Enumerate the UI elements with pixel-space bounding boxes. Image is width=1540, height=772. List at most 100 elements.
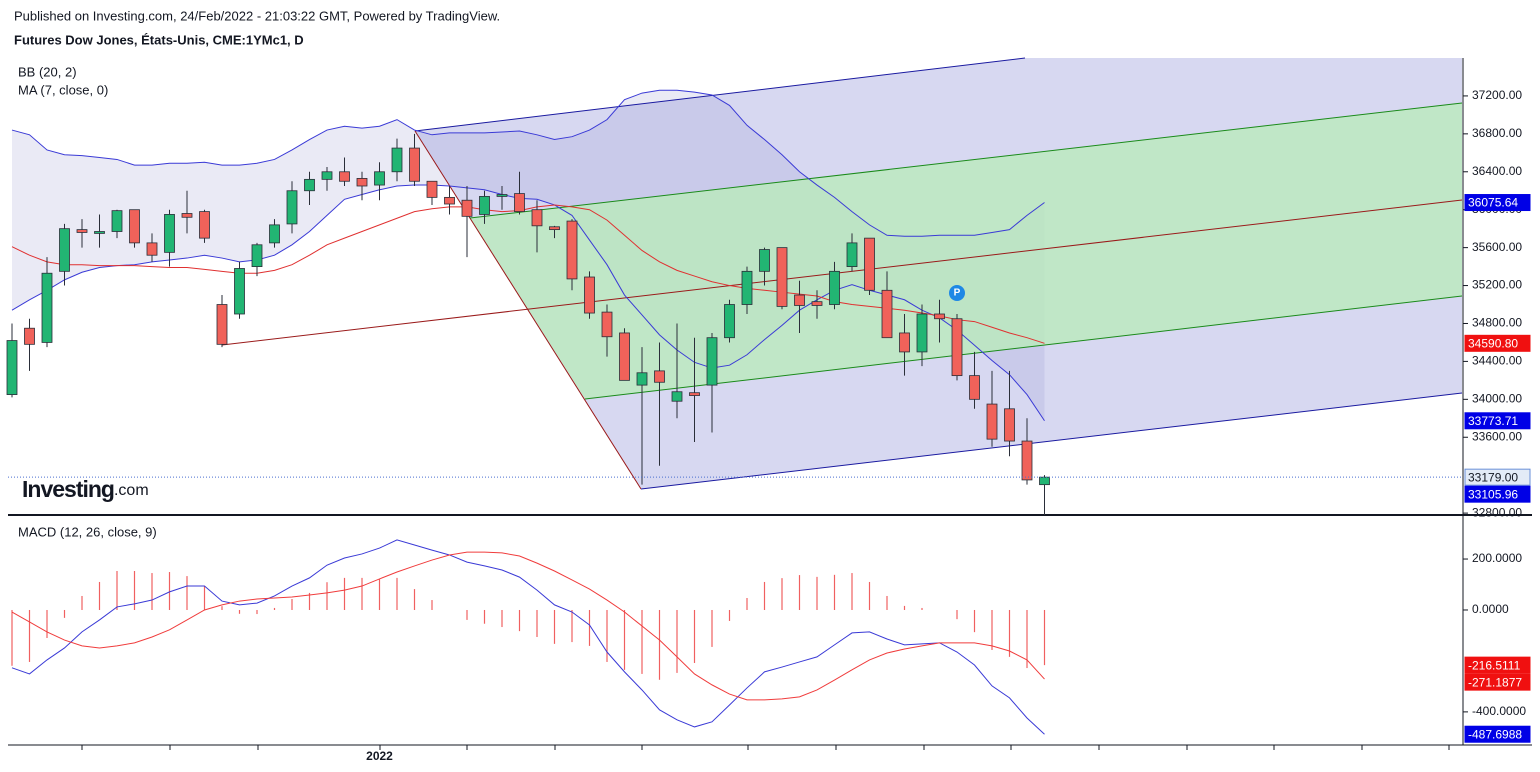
candle-body (444, 196, 455, 205)
candle-body (181, 213, 193, 218)
instrument-title: Futures Dow Jones, États-Unis, CME:1YMc1… (14, 32, 304, 47)
candle-body (94, 231, 105, 234)
candle-body (146, 242, 158, 256)
candle-body (461, 199, 473, 217)
x-axis-ticks (81, 745, 1450, 750)
candle-body (339, 171, 350, 182)
price-tag-label: 33773.71 (1468, 414, 1518, 428)
candle-body (234, 268, 245, 315)
price-tag-label: 33179.00 (1468, 470, 1518, 484)
candle-body (496, 194, 508, 197)
logo-brand: Investing (22, 476, 114, 502)
band-line (11, 89, 1045, 237)
price-tag-label: -271.1877 (1468, 675, 1522, 689)
candle-body (286, 190, 298, 225)
candle-body (724, 304, 735, 339)
candle-body (864, 237, 875, 291)
candle-body (426, 180, 438, 198)
y-tick-label: 34000.00 (1472, 391, 1522, 405)
candle-body (479, 196, 490, 215)
candle-body (969, 375, 980, 400)
indicator-label: MACD (12, 26, close, 9) (18, 524, 157, 539)
y-tick-label: 36800.00 (1472, 126, 1522, 140)
candle-body (1004, 408, 1015, 442)
candle-body (409, 147, 420, 182)
band-fill (12, 90, 1045, 421)
price-tag (1464, 412, 1531, 430)
y-tick-label: 32800.00 (1472, 505, 1522, 519)
y-tick-label: 33600.00 (1472, 429, 1522, 443)
candle-body (76, 229, 88, 233)
candle-body (129, 209, 140, 244)
indicator-label: BB (20, 2) (18, 64, 77, 79)
candle-body (6, 340, 18, 395)
candle-body (269, 224, 280, 244)
candle-body (829, 270, 840, 305)
candle-body (759, 249, 770, 272)
candle-body (741, 270, 753, 305)
candle-body (934, 313, 945, 320)
pitchfork-inner-upper (469, 102, 1463, 219)
candle-body (846, 242, 858, 267)
candle-body (636, 372, 648, 386)
published-note: Published on Investing.com, 24/Feb/2022 … (14, 8, 500, 23)
price-tag-label: 36075.64 (1468, 196, 1518, 210)
candle-body (951, 318, 963, 377)
price-tag (1464, 725, 1531, 743)
band-line (11, 204, 1045, 344)
macd-line (11, 539, 1045, 735)
candle-body (986, 403, 998, 440)
candle-body (216, 304, 228, 345)
marker-icon-label: P (954, 288, 961, 299)
candle-body (374, 171, 385, 186)
y-tick-label: 35600.00 (1472, 240, 1522, 254)
logo: Investing.com (22, 476, 149, 502)
candle-body (689, 392, 700, 396)
candle-body (59, 228, 70, 272)
indicator-label: MA (7, close, 0) (18, 82, 108, 97)
price-tag (1464, 468, 1531, 486)
price-tag (1464, 656, 1531, 674)
y-tick-label: 36400.00 (1472, 164, 1522, 178)
pitchfork-median (221, 199, 1463, 346)
x-tick-label: 2022 (366, 749, 393, 763)
pitchfork-lines (221, 57, 1463, 490)
candle-body (391, 147, 403, 173)
price-tag-label: 34590.80 (1468, 336, 1518, 350)
logo-suffix: .com (114, 482, 149, 499)
price-tag (1464, 673, 1531, 691)
y-tick-label: 35200.00 (1472, 278, 1522, 292)
y-tick-label: 34400.00 (1472, 354, 1522, 368)
candle-body (251, 244, 263, 267)
candle-body (549, 226, 560, 231)
candle-body (304, 178, 315, 192)
candle-body (881, 289, 893, 339)
candle-body (321, 171, 333, 180)
price-tag-label: 33105.96 (1468, 487, 1518, 501)
candle-body (811, 301, 823, 306)
candle-body (41, 272, 53, 343)
y-tick-label: 34800.00 (1472, 316, 1522, 330)
candle-body (794, 294, 805, 306)
price-tag (1464, 334, 1531, 352)
candle-body (706, 337, 718, 386)
candle-body (1039, 476, 1050, 486)
candle-body (671, 391, 683, 402)
candle-body (654, 370, 665, 383)
candle-body (1021, 440, 1033, 481)
pitchfork-upper (414, 57, 1026, 132)
pitchfork-handle (414, 130, 642, 490)
candle-body (199, 211, 210, 239)
candle-body (164, 214, 175, 253)
band-line (11, 184, 1045, 422)
price-tag (1464, 485, 1531, 503)
candle-body (566, 220, 578, 280)
candle-body (601, 311, 613, 338)
candle-body (514, 193, 525, 212)
candle-body (619, 332, 630, 381)
macd-line (11, 551, 1045, 701)
pitchfork-inner-lower (584, 295, 1463, 400)
candle-body (356, 178, 368, 187)
y-tick-label: 200.0000 (1472, 551, 1522, 565)
